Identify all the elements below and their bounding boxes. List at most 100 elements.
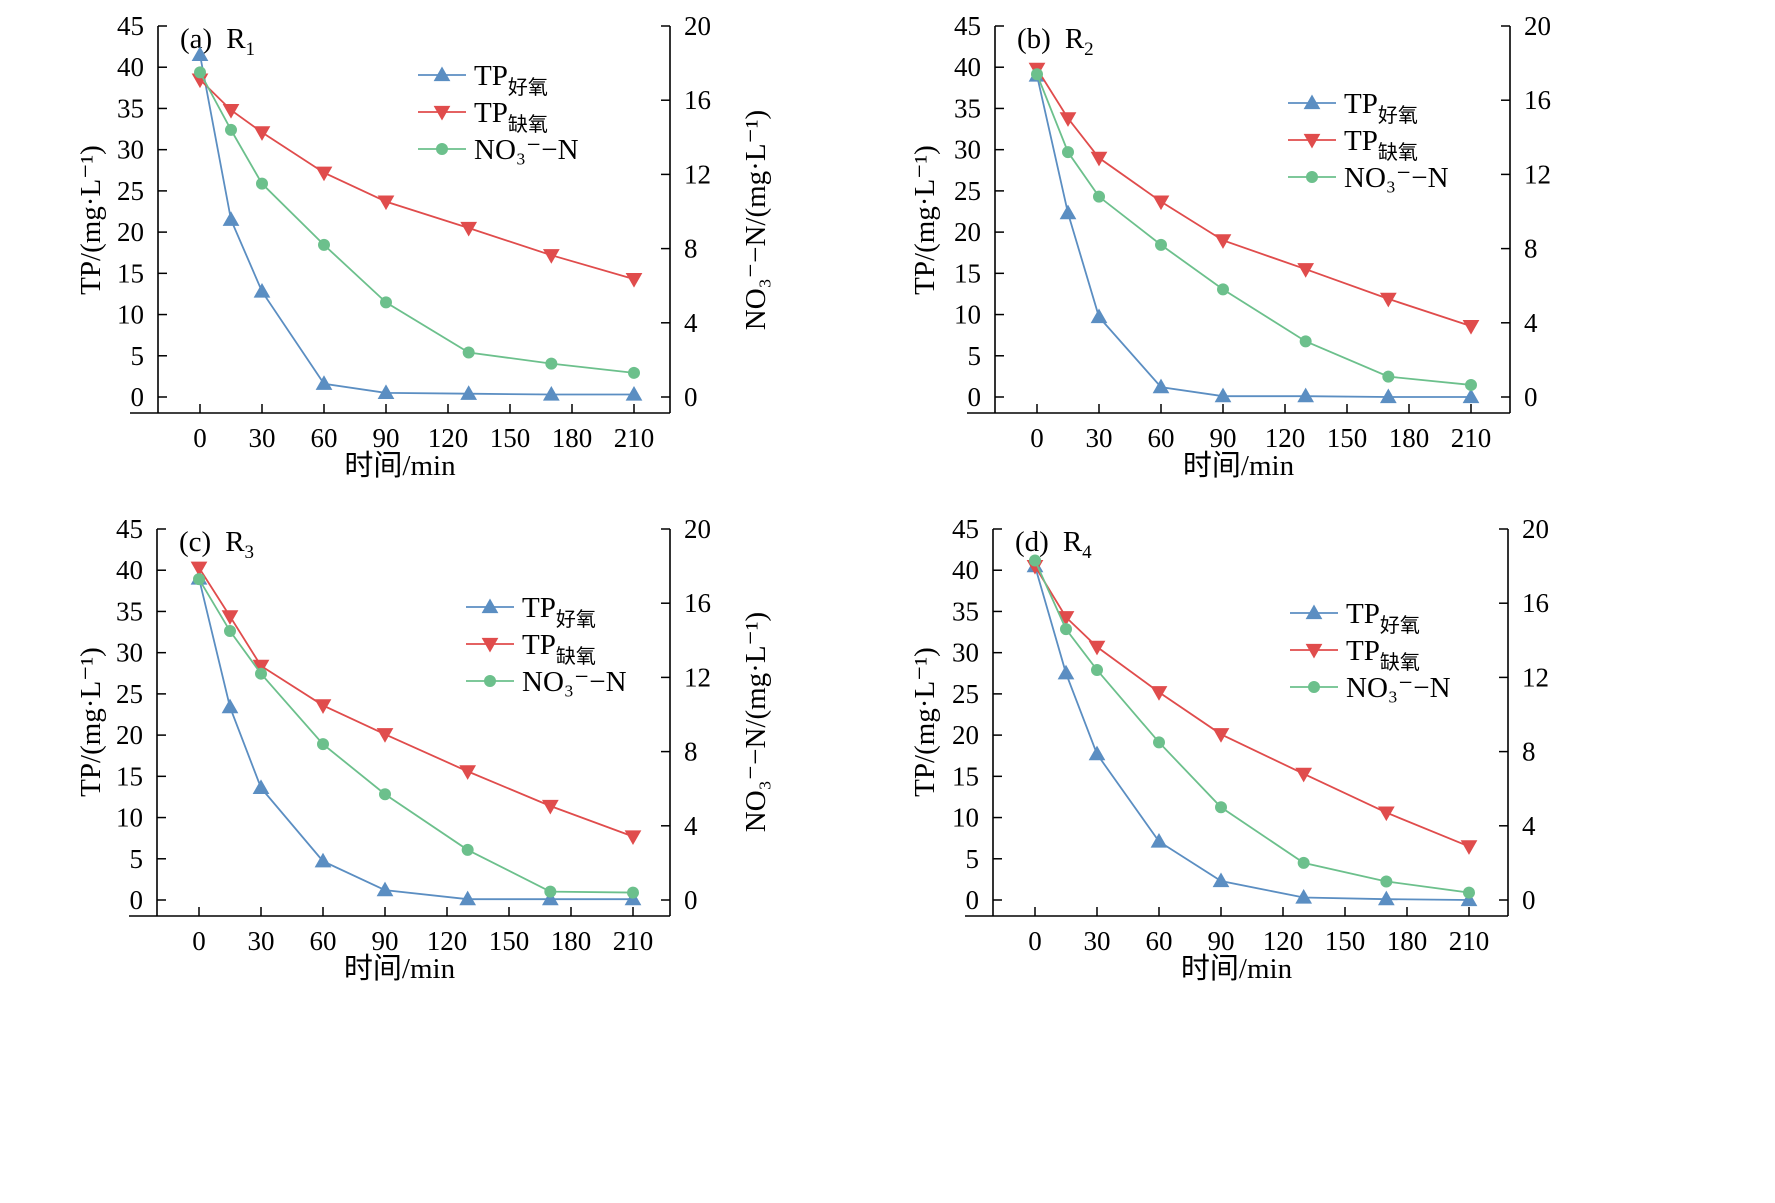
- left-y-tick-label: 15: [952, 761, 979, 791]
- left-y-tick-label: 0: [130, 885, 144, 915]
- x-tick-label: 120: [1265, 423, 1306, 453]
- x-tick-label: 210: [1449, 926, 1490, 956]
- x-tick-label: 120: [427, 926, 468, 956]
- x-tick-label: 90: [1208, 926, 1235, 956]
- data-point-marker: [252, 659, 270, 675]
- legend-series-subscript: 缺氧: [1380, 651, 1420, 674]
- panel-label: (c) R3: [179, 526, 254, 563]
- data-point-marker: [1379, 292, 1397, 308]
- left-y-tick-label: 35: [952, 596, 979, 626]
- data-point-marker: [1057, 664, 1075, 680]
- legend-label: TP缺氧: [474, 97, 548, 136]
- panel-reactor: R: [225, 526, 245, 558]
- data-point-marker: [377, 384, 395, 400]
- data-point-marker: [1380, 875, 1393, 888]
- left-y-axis-label: TP/(mg·L⁻¹): [75, 145, 107, 295]
- data-point-marker: [484, 675, 496, 687]
- left-y-tick-label: 25: [954, 176, 981, 206]
- left-y-tick-label: 20: [117, 217, 144, 247]
- data-point-marker: [1150, 832, 1168, 848]
- series-0: [190, 569, 642, 906]
- x-axis-label: 时间/min: [1183, 449, 1295, 482]
- data-point-marker: [541, 890, 559, 906]
- left-y-tick-label: 5: [131, 341, 145, 371]
- legend-entry-2: NO₃⁻−N: [418, 134, 579, 166]
- legend-label: TP缺氧: [522, 629, 596, 668]
- series-line: [1036, 75, 1471, 398]
- data-point-marker: [545, 357, 558, 370]
- legend-series-name: NO₃⁻−N: [1346, 672, 1451, 704]
- x-tick-label: 0: [1028, 926, 1042, 956]
- data-point-marker: [1152, 378, 1170, 394]
- data-point-marker: [1059, 112, 1077, 127]
- legend-label: NO₃⁻−N: [474, 134, 579, 166]
- data-point-marker: [256, 177, 268, 190]
- legend-series-subscript: 好氧: [556, 608, 596, 631]
- series-line: [198, 567, 634, 838]
- data-point-marker: [315, 375, 333, 390]
- data-point-marker: [1299, 335, 1312, 348]
- x-axis-label: 时间/min: [1181, 952, 1293, 985]
- left-y-tick-label: 45: [117, 11, 144, 41]
- right-y-tick-label: 0: [684, 382, 698, 412]
- x-tick-label: 180: [552, 423, 593, 453]
- data-point-marker: [433, 66, 451, 82]
- data-point-marker: [1215, 801, 1227, 814]
- legend-entry-2: NO₃⁻−N: [1288, 162, 1449, 194]
- left-y-tick-label: 15: [116, 761, 143, 791]
- legend-label: TP好氧: [1346, 598, 1420, 637]
- data-point-marker: [1306, 171, 1318, 183]
- data-point-marker: [433, 105, 451, 121]
- data-point-marker: [1217, 283, 1229, 296]
- data-point-marker: [459, 765, 477, 780]
- data-point-marker: [376, 881, 394, 897]
- data-point-marker: [318, 238, 330, 251]
- data-point-marker: [221, 698, 239, 714]
- series-1: [1026, 559, 1478, 855]
- legend-series-name: TP: [474, 97, 508, 129]
- legend-series-subscript: 缺氧: [556, 645, 596, 668]
- left-y-tick-label: 10: [116, 803, 143, 833]
- data-point-marker: [1297, 856, 1310, 869]
- data-point-marker: [1308, 681, 1320, 693]
- left-y-tick-label: 0: [131, 382, 145, 412]
- data-point-marker: [255, 667, 267, 680]
- data-point-marker: [193, 573, 205, 586]
- legend-label: NO₃⁻−N: [1346, 672, 1451, 704]
- legend-entry-1: TP缺氧: [466, 629, 596, 668]
- x-tick-label: 150: [1327, 423, 1368, 453]
- right-y-tick-label: 8: [1524, 234, 1538, 264]
- series-1: [190, 561, 642, 846]
- series-line: [1034, 565, 1470, 901]
- left-y-tick-label: 45: [116, 514, 143, 544]
- data-point-marker: [380, 296, 392, 309]
- data-point-marker: [1088, 640, 1106, 656]
- data-point-marker: [1090, 151, 1108, 167]
- left-y-tick-label: 20: [952, 720, 979, 750]
- data-point-marker: [225, 123, 237, 136]
- left-y-tick-label: 20: [954, 217, 981, 247]
- left-y-axis-label: TP/(mg·L⁻¹): [75, 647, 107, 797]
- legend-series-subscript: 好氧: [1380, 614, 1420, 637]
- data-point-marker: [1465, 378, 1477, 391]
- legend-series-name: TP: [522, 629, 556, 661]
- left-y-tick-label: 40: [117, 52, 144, 82]
- x-tick-label: 150: [1325, 926, 1366, 956]
- series-line: [1036, 73, 1472, 386]
- left-y-tick-label: 40: [952, 555, 979, 585]
- left-y-tick-label: 15: [954, 258, 981, 288]
- panel-letter: (c): [179, 526, 211, 558]
- data-point-marker: [1212, 872, 1230, 888]
- panel-reactor: R: [226, 23, 246, 55]
- data-point-marker: [1460, 891, 1478, 907]
- data-point-marker: [1212, 728, 1230, 743]
- legend-entry-0: TP好氧: [418, 60, 548, 99]
- legend-series-name: TP: [1346, 598, 1380, 630]
- panel-label: (b) R2: [1017, 23, 1094, 60]
- x-tick-label: 60: [1146, 926, 1173, 956]
- data-point-marker: [1305, 604, 1323, 620]
- right-y-tick-label: 12: [1522, 662, 1549, 692]
- data-point-marker: [1382, 370, 1395, 383]
- x-tick-label: 0: [192, 926, 206, 956]
